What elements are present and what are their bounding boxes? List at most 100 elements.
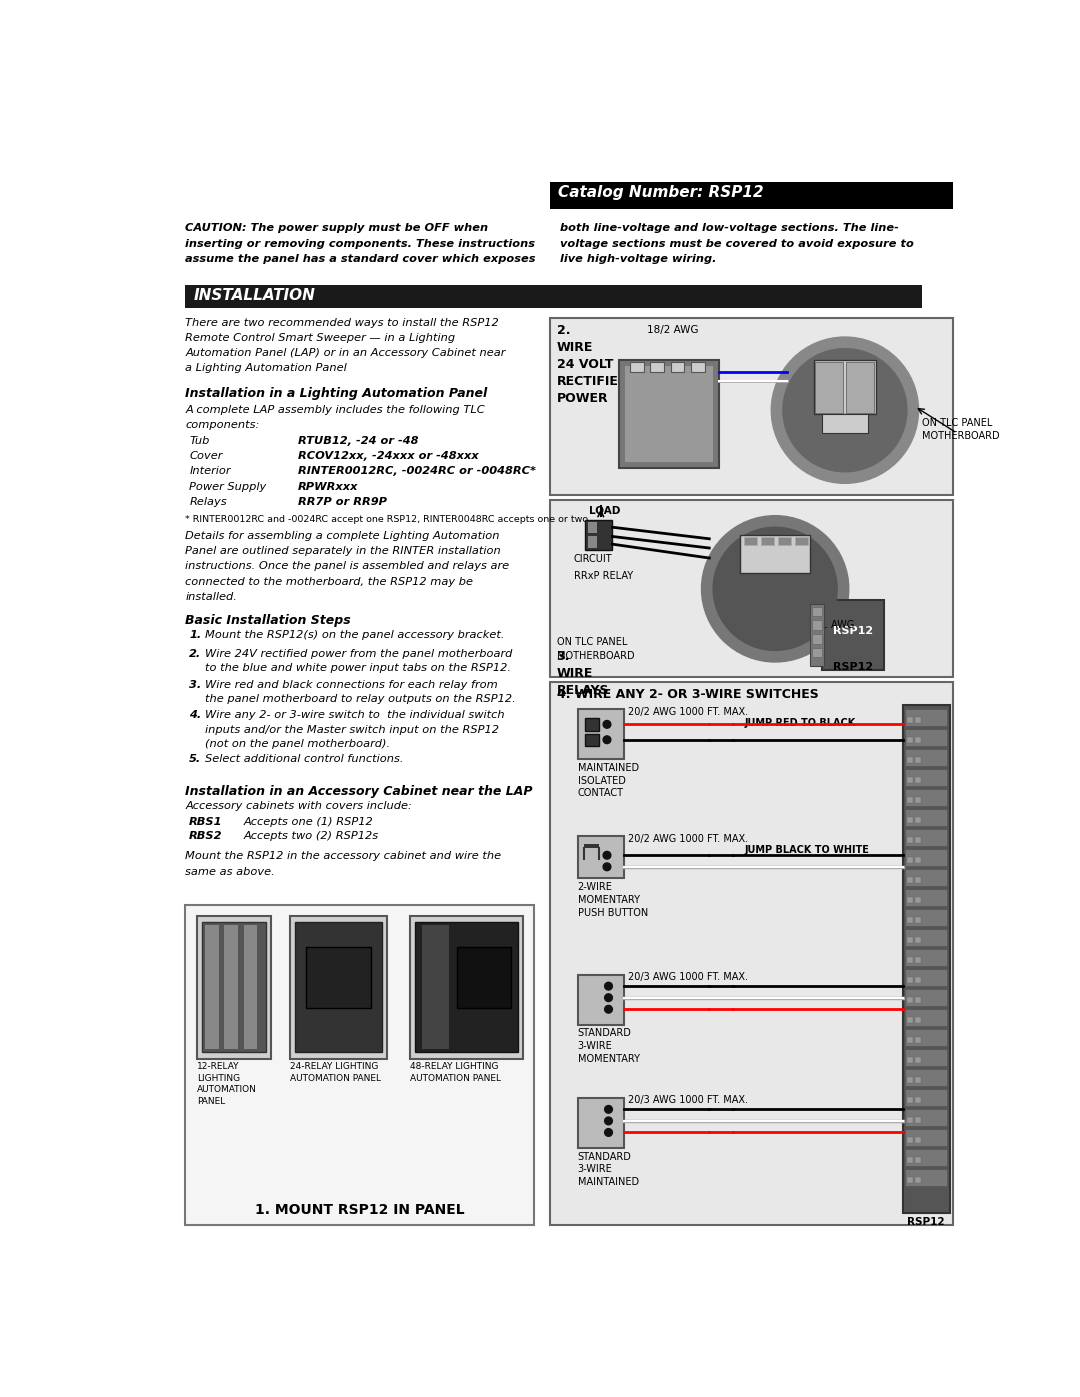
Bar	[907, 717, 913, 722]
Text: 4. WIRE ANY 2- OR 3-WIRE SWITCHES: 4. WIRE ANY 2- OR 3-WIRE SWITCHES	[556, 689, 819, 701]
Text: BLACK: BLACK	[907, 851, 928, 855]
Text: WHITE: WHITE	[907, 1111, 928, 1116]
Bar	[243, 925, 257, 1049]
Bar	[915, 1137, 921, 1143]
Bar	[915, 817, 921, 823]
Circle shape	[771, 337, 918, 483]
Bar	[905, 828, 947, 847]
Text: Accepts two (2) RSP12s: Accepts two (2) RSP12s	[243, 831, 379, 841]
Text: RED: RED	[907, 831, 920, 835]
Bar	[815, 362, 843, 412]
Bar	[915, 957, 921, 963]
Bar	[915, 1077, 921, 1083]
Text: 2.
WIRE
24 VOLT
RECTIFIED
POWER: 2. WIRE 24 VOLT RECTIFIED POWER	[556, 324, 629, 405]
Bar	[197, 916, 271, 1059]
Text: 1.: 1.	[189, 630, 202, 640]
Bar	[907, 796, 913, 803]
Bar	[691, 362, 704, 372]
Bar	[291, 916, 387, 1059]
Circle shape	[605, 982, 612, 990]
Text: INSTALLATION: INSTALLATION	[194, 288, 315, 303]
Text: WHITE: WHITE	[907, 930, 928, 936]
Circle shape	[603, 851, 611, 859]
Text: Interior: Interior	[189, 467, 231, 476]
Text: RTUB12, -24 or -48: RTUB12, -24 or -48	[298, 436, 418, 446]
Bar	[905, 1030, 947, 1046]
Bar	[915, 1157, 921, 1164]
Bar	[457, 947, 511, 1009]
Text: RED: RED	[907, 1011, 920, 1016]
Circle shape	[605, 1006, 612, 1013]
Text: WHITE: WHITE	[907, 1171, 928, 1176]
Bar	[744, 538, 757, 545]
Text: TE: TE	[691, 362, 698, 366]
Text: RINTER0012RC, -0024RC or -0048RC*: RINTER0012RC, -0024RC or -0048RC*	[298, 467, 536, 476]
Text: 4.: 4.	[189, 711, 202, 721]
Text: CAUTION: The power supply must be OFF when
inserting or removing components. The: CAUTION: The power supply must be OFF wh…	[186, 224, 536, 264]
Bar	[905, 809, 947, 826]
Bar	[588, 522, 597, 534]
Bar	[915, 796, 921, 803]
Circle shape	[713, 527, 837, 651]
Bar	[625, 366, 713, 462]
Bar	[907, 1017, 913, 1023]
Text: RRxP RELAY: RRxP RELAY	[573, 571, 633, 581]
Bar	[585, 520, 612, 550]
Bar	[907, 897, 913, 902]
Bar	[915, 977, 921, 983]
Bar	[915, 757, 921, 763]
Text: 24V
—
REC
—
BLUE: 24V — REC — BLUE	[848, 362, 864, 390]
Text: Wire 24V rectified power from the panel motherboard
to the blue and white power : Wire 24V rectified power from the panel …	[205, 648, 512, 673]
Text: 18/2 AWG: 18/2 AWG	[647, 326, 699, 335]
Text: RSP12: RSP12	[833, 662, 873, 672]
Bar	[915, 997, 921, 1003]
Text: Wire any 2- or 3-wire switch to  the individual switch
inputs and/or the Master : Wire any 2- or 3-wire switch to the indi…	[205, 711, 504, 749]
Bar	[915, 897, 921, 902]
Circle shape	[603, 736, 611, 743]
Bar	[551, 182, 954, 210]
Text: 1. MOUNT RSP12 IN PANEL: 1. MOUNT RSP12 IN PANEL	[255, 1203, 464, 1217]
Bar	[907, 1137, 913, 1143]
Bar	[761, 538, 773, 545]
Text: 24VAC   COM: 24VAC COM	[823, 415, 868, 422]
Bar	[915, 1178, 921, 1183]
Text: Installation in a Lighting Automation Panel: Installation in a Lighting Automation Pa…	[186, 387, 488, 400]
Text: RED: RED	[907, 711, 920, 715]
Text: RED: RED	[907, 1071, 920, 1076]
Bar	[915, 837, 921, 842]
Bar	[907, 997, 913, 1003]
Text: both line-voltage and low-voltage sections. The line-
voltage sections must be c: both line-voltage and low-voltage sectio…	[559, 224, 914, 264]
Text: 3.: 3.	[189, 680, 202, 690]
Bar	[551, 500, 954, 678]
Text: m m  —    —: m m — —	[745, 546, 780, 550]
Bar	[847, 362, 875, 412]
Text: BLACK: BLACK	[907, 1091, 928, 1095]
Circle shape	[783, 349, 907, 472]
Bar	[905, 909, 947, 926]
Text: RCOV12xx, -24xxx or -48xxx: RCOV12xx, -24xxx or -48xxx	[298, 451, 478, 461]
Text: WHITE: WHITE	[907, 870, 928, 876]
Bar	[186, 285, 921, 307]
Bar	[905, 989, 947, 1006]
Bar	[631, 362, 644, 372]
Text: WHI: WHI	[672, 362, 683, 366]
Bar	[415, 922, 517, 1052]
Text: WHITE: WHITE	[907, 810, 928, 816]
Bar	[907, 1118, 913, 1123]
Bar	[907, 877, 913, 883]
Text: RSP12: RSP12	[907, 1217, 945, 1227]
Text: STANDARD
3-WIRE
MOMENTARY: STANDARD 3-WIRE MOMENTARY	[578, 1028, 639, 1065]
Bar	[905, 869, 947, 886]
Text: 2.: 2.	[189, 648, 202, 659]
Bar	[915, 1037, 921, 1044]
Bar	[907, 757, 913, 763]
Bar	[410, 916, 523, 1059]
Bar	[905, 1169, 947, 1186]
Bar	[915, 916, 921, 923]
Bar	[740, 535, 810, 573]
Bar	[907, 817, 913, 823]
Text: WHITE: WHITE	[907, 990, 928, 996]
Bar	[915, 1118, 921, 1123]
Text: RBS2: RBS2	[189, 831, 222, 841]
Text: * RINTER0012RC and -0024RC accept one RSP12, RINTER0048RC accepts one or two: * RINTER0012RC and -0024RC accept one RS…	[186, 515, 589, 524]
